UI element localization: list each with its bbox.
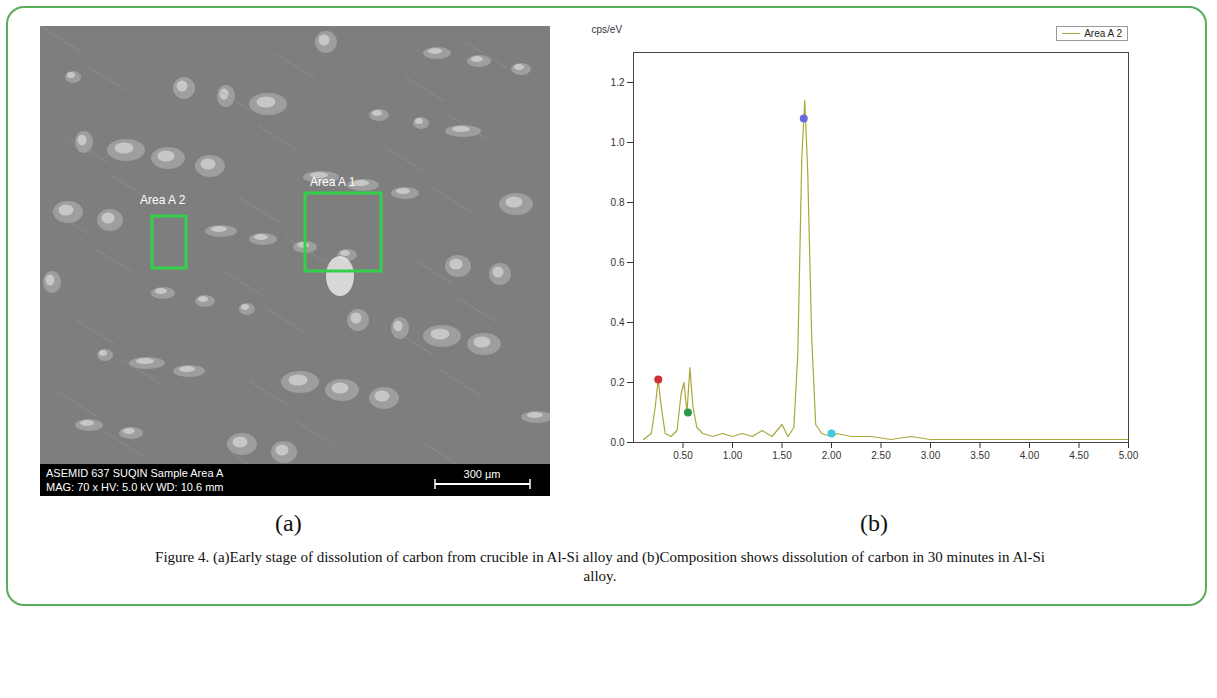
svg-text:1.2: 1.2 [611, 77, 625, 88]
svg-text:0.8: 0.8 [611, 197, 625, 208]
svg-text:0.4: 0.4 [611, 317, 625, 328]
html-text:Area A 2: Area A 2 [1084, 28, 1122, 39]
svg-text:1.00: 1.00 [723, 450, 743, 461]
svg-text:Area A 2: Area A 2 [140, 193, 186, 207]
svg-text:300 µm: 300 µm [464, 468, 501, 480]
svg-text:2.50: 2.50 [871, 450, 891, 461]
svg-text:0.50: 0.50 [673, 450, 693, 461]
svg-text:ASEMID 637 SUQIN Sample Area A: ASEMID 637 SUQIN Sample Area A [46, 467, 224, 479]
svg-text:0.6: 0.6 [611, 257, 625, 268]
svg-text:Area A 1: Area A 1 [310, 175, 356, 189]
svg-text:5.00: 5.00 [1119, 450, 1139, 461]
svg-text:1.0: 1.0 [611, 137, 625, 148]
svg-text:0.0: 0.0 [611, 437, 625, 448]
html-text:Figure 4. (a)Early stage of di: Figure 4. (a)Early stage of dissolution … [155, 549, 1045, 584]
svg-text:MAG: 70 x HV: 5.0 kV WD: 10.6: MAG: 70 x HV: 5.0 kV WD: 10.6 mm [46, 481, 223, 493]
svg-text:0.2: 0.2 [611, 377, 625, 388]
html-text:(b): (b) [860, 510, 888, 536]
svg-text:2.00: 2.00 [822, 450, 842, 461]
html-text:(a): (a) [275, 510, 302, 536]
svg-text:3.00: 3.00 [921, 450, 941, 461]
svg-text:4.50: 4.50 [1069, 450, 1089, 461]
svg-text:1.50: 1.50 [772, 450, 792, 461]
svg-text:cps/eV: cps/eV [592, 24, 623, 35]
svg-text:4.00: 4.00 [1020, 450, 1040, 461]
svg-text:3.50: 3.50 [970, 450, 990, 461]
